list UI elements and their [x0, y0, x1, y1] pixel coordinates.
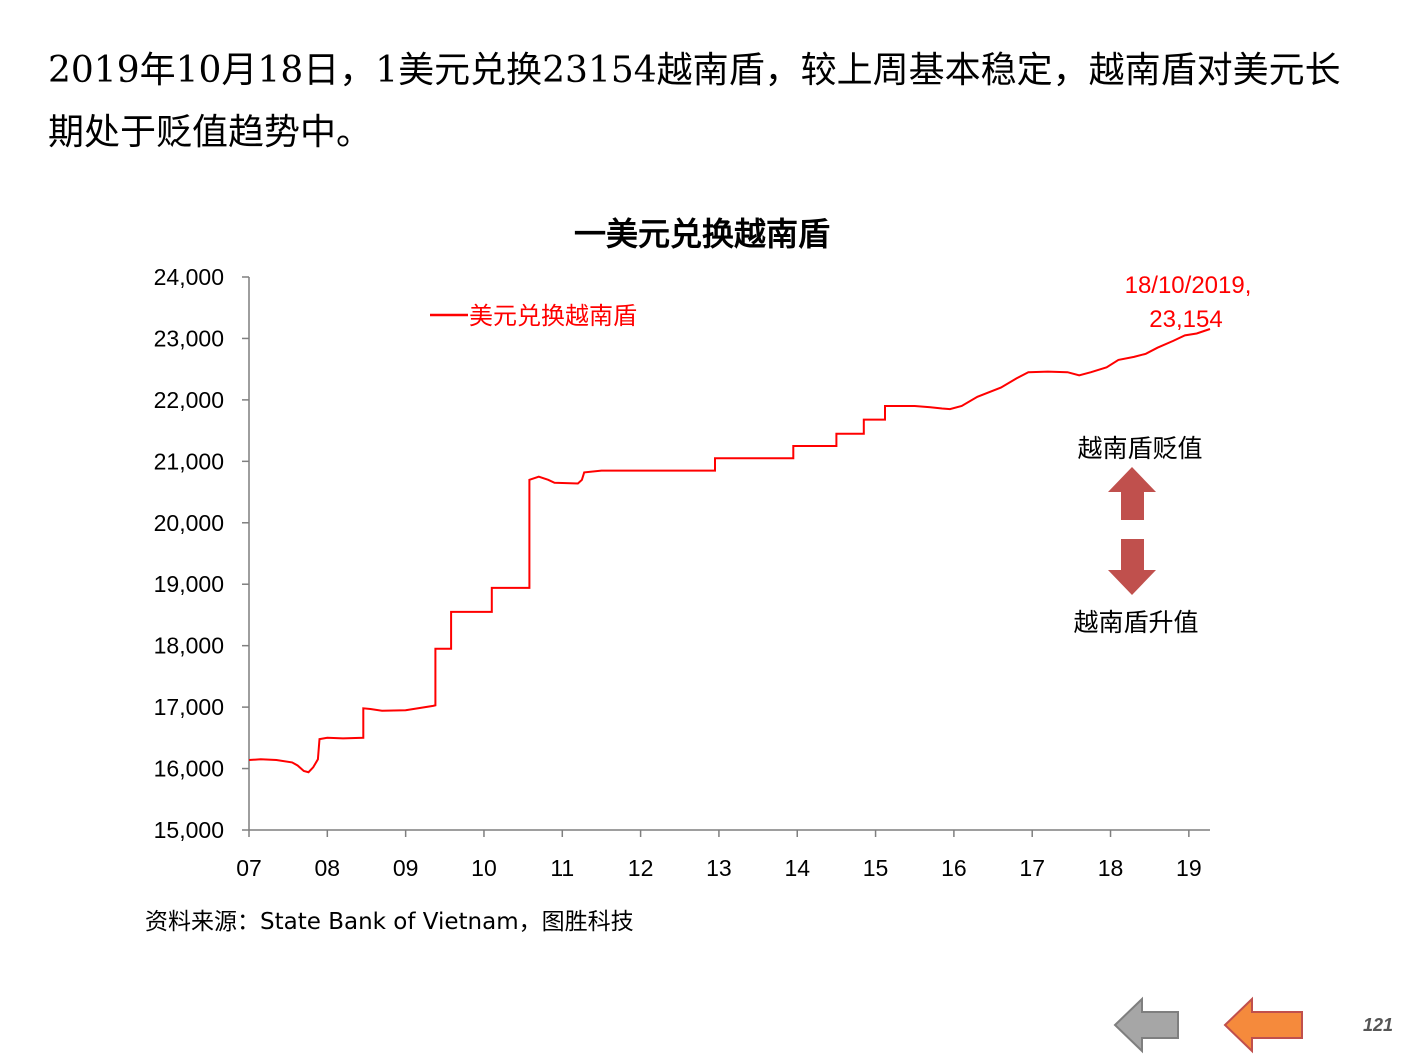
x-tick-label: 19	[1176, 855, 1202, 881]
y-axis-ticks: 15,000 16,000 17,000 18,000 19,000 20,000 21,0…	[154, 264, 249, 843]
x-tick-label: 08	[315, 855, 341, 881]
x-tick-label: 07	[236, 855, 262, 881]
x-tick-label: 12	[628, 855, 654, 881]
x-tick-label: 14	[784, 855, 810, 881]
last-point-date-label: 18/10/2019,	[1125, 272, 1252, 299]
series-line-vnd	[248, 328, 1211, 774]
x-tick-label: 11	[550, 855, 574, 881]
headline: 2019年10月18日，1美元兑换23154越南盾，较上周基本稳定，越南盾对美元…	[48, 50, 1341, 153]
source-note: 资料来源：State Bank of Vietnam，图胜科技	[145, 909, 634, 935]
chart-title: 一美元兑换越南盾	[574, 215, 830, 253]
legend: 美元兑换越南盾	[430, 302, 637, 330]
y-tick-label: 22,000	[154, 387, 224, 413]
page-number: 121	[1362, 1015, 1393, 1035]
x-tick-label: 18	[1098, 855, 1124, 881]
legend-label: 美元兑换越南盾	[469, 302, 637, 330]
prev-page-button[interactable]	[1112, 996, 1182, 1054]
x-tick-label: 09	[393, 855, 419, 881]
appreciation-label: 越南盾升值	[1073, 608, 1198, 637]
y-tick-label: 19,000	[154, 571, 224, 597]
next-page-button[interactable]	[1222, 996, 1306, 1054]
up-arrow-icon	[1108, 467, 1156, 520]
y-tick-label: 15,000	[154, 817, 224, 843]
x-tick-label: 13	[706, 855, 732, 881]
y-tick-label: 18,000	[154, 633, 224, 659]
y-tick-label: 20,000	[154, 510, 224, 536]
y-tick-label: 17,000	[154, 694, 224, 720]
down-arrow-icon	[1108, 539, 1156, 595]
y-tick-label: 21,000	[154, 448, 224, 474]
return-arrow-icon	[1223, 996, 1303, 1054]
x-axis-ticks: 07 08 09 10 11 12 13 14 15 16 17 18 19	[236, 830, 1202, 881]
last-point-value-label: 23,154	[1149, 306, 1222, 333]
x-tick-label: 17	[1019, 855, 1045, 881]
y-tick-label: 23,000	[154, 325, 224, 351]
back-arrow-icon	[1113, 996, 1179, 1054]
depreciation-label: 越南盾贬值	[1077, 434, 1202, 463]
x-tick-label: 10	[471, 855, 497, 881]
y-tick-label: 24,000	[154, 264, 224, 290]
y-tick-label: 16,000	[154, 756, 224, 782]
x-tick-label: 16	[941, 855, 967, 881]
x-tick-label: 15	[863, 855, 889, 881]
